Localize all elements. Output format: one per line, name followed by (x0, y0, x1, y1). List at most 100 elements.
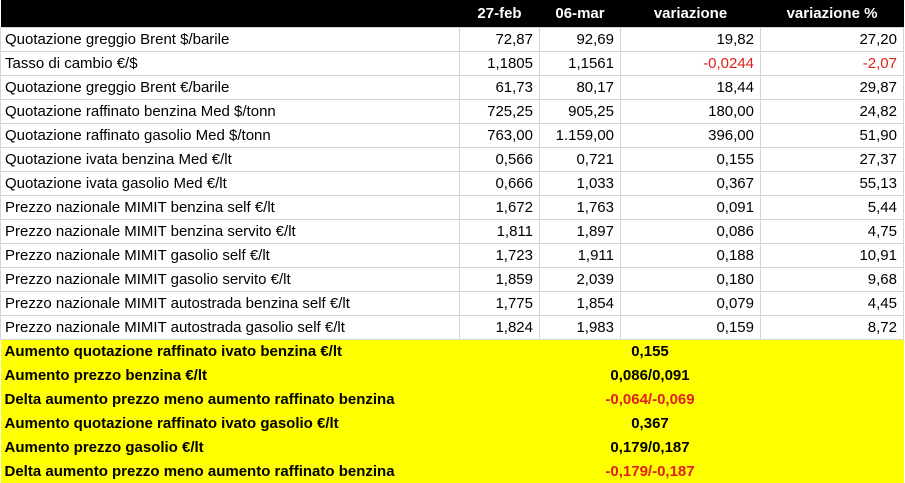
row-label: Tasso di cambio €/$ (0, 50, 460, 76)
header-blank (1, 0, 460, 27)
row-value-date-2: 1,854 (539, 290, 621, 316)
row-label: Quotazione greggio Brent €/barile (0, 74, 460, 100)
row-variation: 396,00 (620, 122, 761, 148)
row-variation: 0,155 (620, 146, 761, 172)
row-value-date-2: 1,983 (539, 314, 621, 340)
row-value-date-1: 1,1805 (459, 50, 540, 76)
summary-row: Delta aumento prezzo meno aumento raffin… (0, 459, 904, 483)
summary-label: Aumento prezzo benzina €/lt (4, 366, 208, 384)
row-variation-pct: 10,91 (760, 242, 904, 268)
header-variation: variazione (653, 4, 728, 22)
table-row: Prezzo nazionale MIMIT gasolio self €/lt… (0, 242, 904, 268)
row-value-date-2: 1,033 (539, 170, 621, 196)
row-value-date-1: 763,00 (459, 122, 540, 148)
row-label: Prezzo nazionale MIMIT gasolio servito €… (0, 266, 460, 292)
row-variation-pct: 27,20 (760, 26, 904, 52)
row-label: Quotazione raffinato gasolio Med $/tonn (0, 122, 460, 148)
row-label: Prezzo nazionale MIMIT benzina self €/lt (0, 194, 460, 220)
row-label: Prezzo nazionale MIMIT autostrada gasoli… (0, 314, 460, 340)
table-row: Quotazione greggio Brent €/barile 61,73 80… (0, 74, 904, 100)
row-value-date-2: 1,763 (539, 194, 621, 220)
summary-value: -0,179/-0,187 (605, 462, 695, 480)
summary-label: Delta aumento prezzo meno aumento raffin… (4, 462, 395, 480)
row-variation: 0,091 (620, 194, 761, 220)
row-variation-pct: 51,90 (760, 122, 904, 148)
row-label: Quotazione ivata gasolio Med €/lt (0, 170, 460, 196)
summary-row: Delta aumento prezzo meno aumento raffin… (0, 387, 904, 411)
row-value-date-1: 0,566 (459, 146, 540, 172)
summary-row: Aumento prezzo gasolio €/lt 0,179/0,187 (0, 435, 904, 459)
row-value-date-1: 1,859 (459, 266, 540, 292)
row-label: Prezzo nazionale MIMIT autostrada benzin… (0, 290, 460, 316)
row-label: Quotazione ivata benzina Med €/lt (0, 146, 460, 172)
row-variation-pct: 4,75 (760, 218, 904, 244)
header-row: 27-feb 06-mar variazione variazione % (0, 0, 904, 27)
summary-value: 0,367 (631, 414, 669, 432)
row-label: Quotazione greggio Brent $/barile (0, 26, 460, 52)
summary-spacer (761, 387, 904, 411)
table-row: Prezzo nazionale MIMIT benzina self €/lt… (0, 194, 904, 220)
summary-label: Aumento prezzo gasolio €/lt (4, 438, 204, 456)
row-value-date-2: 80,17 (539, 74, 621, 100)
row-value-date-2: 905,25 (539, 98, 621, 124)
row-variation: 0,188 (620, 242, 761, 268)
row-value-date-2: 1,911 (539, 242, 621, 268)
header-date-1: 27-feb (477, 4, 522, 22)
row-variation: 180,00 (620, 98, 761, 124)
row-value-date-1: 725,25 (459, 98, 540, 124)
row-value-date-2: 1,1561 (539, 50, 621, 76)
summary-spacer (761, 459, 904, 483)
row-label: Quotazione raffinato benzina Med $/tonn (0, 98, 460, 124)
row-variation: -0,0244 (620, 50, 761, 76)
summary-label: Aumento quotazione raffinato ivato benzi… (4, 342, 343, 360)
summary-spacer (761, 339, 904, 363)
row-variation: 0,180 (620, 266, 761, 292)
row-variation-pct: 55,13 (760, 170, 904, 196)
summary-label: Aumento quotazione raffinato ivato gasol… (4, 414, 339, 432)
row-value-date-2: 1,897 (539, 218, 621, 244)
row-value-date-1: 72,87 (459, 26, 540, 52)
summary-value: 0,179/0,187 (610, 438, 690, 456)
row-variation: 0,159 (620, 314, 761, 340)
summary-label: Delta aumento prezzo meno aumento raffin… (4, 390, 395, 408)
row-variation: 0,086 (620, 218, 761, 244)
summary-spacer (761, 435, 904, 459)
table-row: Tasso di cambio €/$ 1,1805 1,1561 -0,0244 -2… (0, 50, 904, 76)
row-variation-pct: -2,07 (760, 50, 904, 76)
row-variation: 19,82 (620, 26, 761, 52)
row-value-date-2: 0,721 (539, 146, 621, 172)
row-variation: 0,079 (620, 290, 761, 316)
row-value-date-2: 2,039 (539, 266, 621, 292)
summary-row: Aumento quotazione raffinato ivato benzi… (0, 339, 904, 363)
summary-value: -0,064/-0,069 (605, 390, 695, 408)
table-row: Prezzo nazionale MIMIT benzina servito €… (0, 218, 904, 244)
table-row: Quotazione raffinato benzina Med $/tonn 7… (0, 98, 904, 124)
summary-spacer (761, 411, 904, 435)
row-value-date-1: 1,775 (459, 290, 540, 316)
summary-section: Aumento quotazione raffinato ivato benzi… (0, 339, 904, 483)
row-variation-pct: 9,68 (760, 266, 904, 292)
row-variation: 0,367 (620, 170, 761, 196)
row-variation-pct: 4,45 (760, 290, 904, 316)
row-value-date-1: 1,723 (459, 242, 540, 268)
table-row: Prezzo nazionale MIMIT autostrada gasoli… (0, 314, 904, 340)
table-row: Quotazione ivata benzina Med €/lt 0,566 0,… (0, 146, 904, 172)
table-row: Prezzo nazionale MIMIT gasolio servito €… (0, 266, 904, 292)
table-header: 27-feb 06-mar variazione variazione % (0, 0, 904, 27)
row-label: Prezzo nazionale MIMIT gasolio self €/lt (0, 242, 460, 268)
header-date-2: 06-mar (555, 4, 605, 22)
summary-row: Aumento prezzo benzina €/lt 0,086/0,091 (0, 363, 904, 387)
row-label: Prezzo nazionale MIMIT benzina servito €… (0, 218, 460, 244)
summary-spacer (761, 363, 904, 387)
table-body: Quotazione greggio Brent $/barile 72,87 92… (0, 26, 904, 340)
row-value-date-1: 61,73 (459, 74, 540, 100)
row-variation-pct: 29,87 (760, 74, 904, 100)
header-variation-pct: variazione % (786, 4, 878, 22)
row-value-date-1: 1,672 (459, 194, 540, 220)
table-row: Prezzo nazionale MIMIT autostrada benzin… (0, 290, 904, 316)
summary-value: 0,155 (631, 342, 669, 360)
table-row: Quotazione raffinato gasolio Med $/tonn 7… (0, 122, 904, 148)
table-row: Quotazione ivata gasolio Med €/lt 0,666 1,… (0, 170, 904, 196)
row-value-date-2: 92,69 (539, 26, 621, 52)
